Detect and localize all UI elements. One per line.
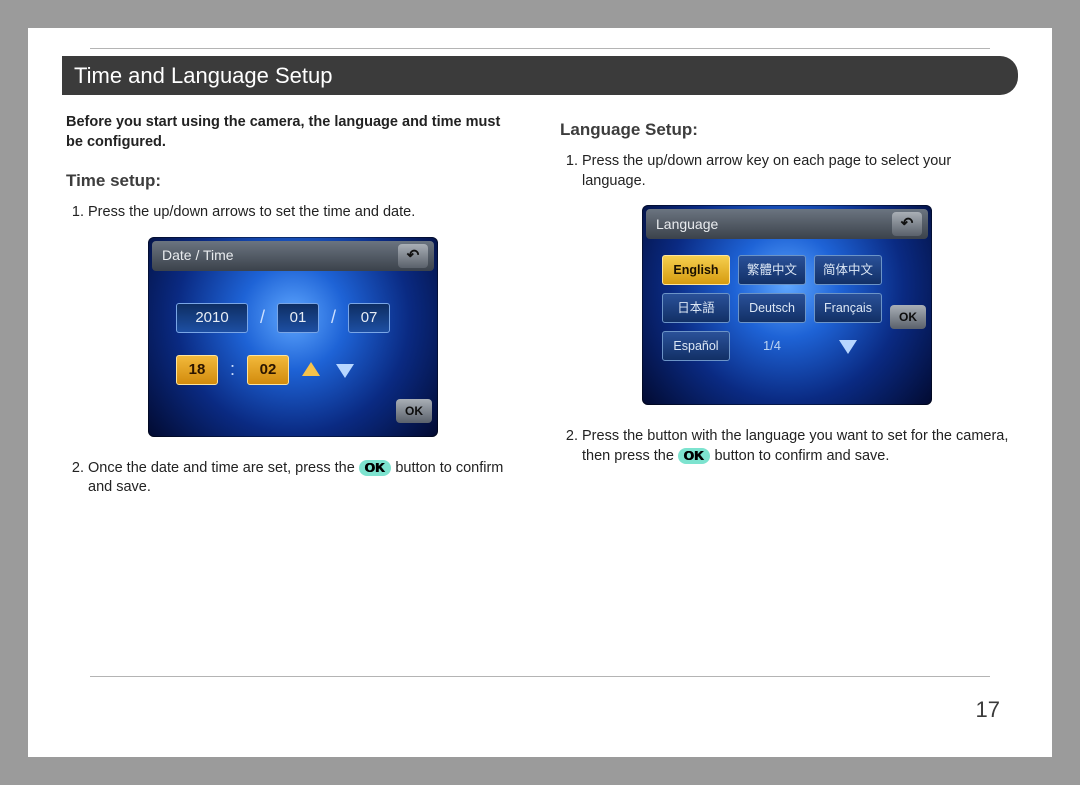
date-row: 2010 / 01 / 07 <box>176 303 390 333</box>
hour-field[interactable]: 18 <box>176 355 218 385</box>
datetime-title: Date / Time <box>162 246 234 265</box>
section-title: Time and Language Setup <box>62 56 1018 95</box>
lang-step-2b: button to confirm and save. <box>714 448 889 464</box>
language-setup-steps-cont: Press the button with the language you w… <box>560 427 1014 466</box>
language-screen: Language ↶ English 繁體中文 简体中文 日本語 Deutsch… <box>642 205 932 405</box>
arrow-down-icon[interactable] <box>333 359 357 381</box>
date-sep-1: / <box>258 305 267 329</box>
language-grid: English 繁體中文 简体中文 日本語 Deutsch Français E… <box>662 255 882 361</box>
day-field[interactable]: 07 <box>348 303 390 333</box>
intro-text: Before you start using the camera, the l… <box>66 113 520 152</box>
page-number: 17 <box>976 697 1000 723</box>
time-step-2a: Once the date and time are set, press th… <box>88 460 359 476</box>
month-field[interactable]: 01 <box>277 303 319 333</box>
time-step-2: Once the date and time are set, press th… <box>88 459 520 498</box>
date-sep-2: / <box>329 305 338 329</box>
lang-step-1: Press the up/down arrow key on each page… <box>582 152 1014 191</box>
ok-pill-icon: OK <box>359 460 392 476</box>
lang-option-zh-tw[interactable]: 繁體中文 <box>738 255 806 285</box>
language-ok-button[interactable]: OK <box>890 305 926 329</box>
left-column: Before you start using the camera, the l… <box>66 113 520 512</box>
language-setup-steps: Press the up/down arrow key on each page… <box>560 152 1014 191</box>
time-sep: : <box>228 357 237 381</box>
two-column-layout: Before you start using the camera, the l… <box>62 113 1018 512</box>
minute-field[interactable]: 02 <box>247 355 289 385</box>
lang-option-de[interactable]: Deutsch <box>738 293 806 323</box>
right-column: Language Setup: Press the up/down arrow … <box>560 113 1014 512</box>
time-setup-steps-cont: Once the date and time are set, press th… <box>66 459 520 498</box>
language-titlebar: Language ↶ <box>646 209 928 239</box>
lang-option-ja[interactable]: 日本語 <box>662 293 730 323</box>
time-step-1: Press the up/down arrows to set the time… <box>88 203 520 223</box>
lang-page-indicator: 1/4 <box>738 331 806 361</box>
lang-option-fr[interactable]: Français <box>814 293 882 323</box>
language-title: Language <box>656 215 718 234</box>
time-setup-heading: Time setup: <box>66 170 520 193</box>
arrow-up-icon[interactable] <box>299 359 323 381</box>
language-setup-heading: Language Setup: <box>560 119 1014 142</box>
lang-option-zh-cn[interactable]: 简体中文 <box>814 255 882 285</box>
lang-option-es[interactable]: Español <box>662 331 730 361</box>
datetime-screen: Date / Time ↶ 2010 / 01 / 07 18 : 02 <box>148 237 438 437</box>
lang-step-2: Press the button with the language you w… <box>582 427 1014 466</box>
back-icon[interactable]: ↶ <box>398 244 428 268</box>
year-field[interactable]: 2010 <box>176 303 248 333</box>
ok-pill-icon: OK <box>678 448 711 464</box>
time-row: 18 : 02 <box>176 355 357 385</box>
chevron-down-icon <box>836 335 860 357</box>
back-icon[interactable]: ↶ <box>892 212 922 236</box>
time-setup-steps: Press the up/down arrows to set the time… <box>66 203 520 223</box>
datetime-ok-button[interactable]: OK <box>396 399 432 423</box>
page: Time and Language Setup Before you start… <box>0 0 1080 785</box>
lang-option-english[interactable]: English <box>662 255 730 285</box>
lang-arrow-down[interactable] <box>814 331 882 361</box>
datetime-titlebar: Date / Time ↶ <box>152 241 434 271</box>
